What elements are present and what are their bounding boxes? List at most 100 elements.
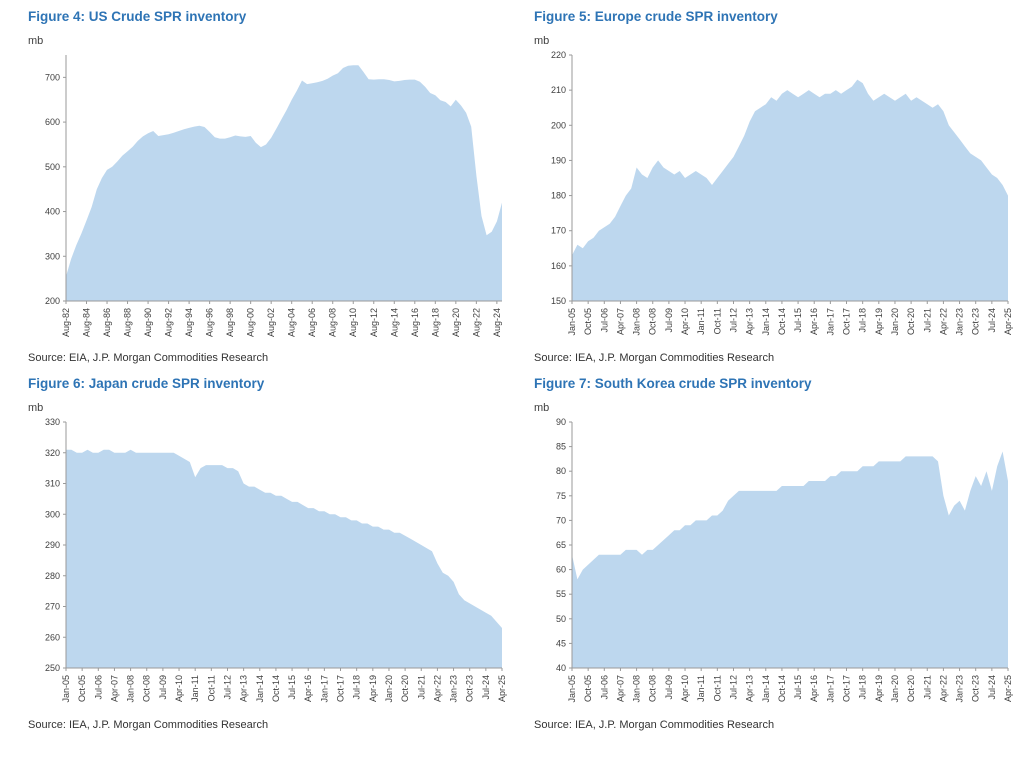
svg-text:Apr-22: Apr-22 [938,675,948,702]
svg-text:Jul-18: Jul-18 [858,675,868,700]
svg-text:Jan-14: Jan-14 [761,308,771,336]
figure-4-unit-label: mb [28,35,44,47]
svg-text:Jul-21: Jul-21 [416,675,426,700]
svg-text:85: 85 [556,442,566,452]
svg-text:150: 150 [551,296,566,306]
svg-text:Jan-11: Jan-11 [696,675,706,702]
report-figures-page: Figure 4: US Crude SPR inventory mb 200 3… [0,8,1024,732]
svg-text:Oct-20: Oct-20 [906,675,916,702]
svg-text:Jul-06: Jul-06 [93,675,103,700]
svg-text:Jul-24: Jul-24 [987,308,997,333]
svg-text:Aug-82: Aug-82 [61,308,71,337]
svg-text:Oct-08: Oct-08 [648,675,658,702]
svg-text:400: 400 [45,207,60,217]
svg-text:Jan-17: Jan-17 [825,675,835,703]
svg-text:55: 55 [556,589,566,599]
svg-text:60: 60 [556,565,566,575]
svg-text:Apr-07: Apr-07 [109,675,119,702]
svg-text:200: 200 [45,296,60,306]
svg-text:Jan-14: Jan-14 [255,675,265,703]
svg-text:Aug-18: Aug-18 [430,308,440,337]
figure-4-chart: 200 300 400 500 600 700 Aug-82 Aug-84 Aug-86 Aug-… [26,49,512,351]
svg-text:Aug-14: Aug-14 [389,308,399,337]
svg-text:210: 210 [551,85,566,95]
svg-text:Aug-22: Aug-22 [471,308,481,337]
svg-text:Jan-23: Jan-23 [955,308,965,336]
svg-text:Oct-20: Oct-20 [906,308,916,335]
svg-text:Aug-10: Aug-10 [348,308,358,337]
svg-text:Jul-21: Jul-21 [922,675,932,700]
svg-text:Aug-84: Aug-84 [82,308,92,337]
svg-text:Aug-04: Aug-04 [287,308,297,337]
figure-7-unit-label: mb [534,402,550,414]
svg-text:Aug-06: Aug-06 [307,308,317,337]
svg-text:Jul-12: Jul-12 [222,675,232,700]
svg-text:Apr-19: Apr-19 [874,308,884,335]
svg-text:Apr-19: Apr-19 [874,675,884,702]
svg-text:Jan-20: Jan-20 [384,675,394,703]
svg-text:260: 260 [45,632,60,642]
svg-text:Jul-09: Jul-09 [158,675,168,700]
svg-text:Oct-11: Oct-11 [712,675,722,701]
svg-text:Oct-14: Oct-14 [271,675,281,702]
svg-text:Apr-13: Apr-13 [745,308,755,335]
svg-text:40: 40 [556,663,566,673]
svg-text:Oct-05: Oct-05 [583,308,593,335]
figure-4-title: Figure 4: US Crude SPR inventory [28,9,247,24]
svg-text:Aug-02: Aug-02 [266,308,276,337]
svg-text:Aug-16: Aug-16 [410,308,420,337]
svg-text:330: 330 [45,417,60,427]
svg-text:Jul-18: Jul-18 [352,675,362,700]
svg-text:Jan-11: Jan-11 [696,308,706,335]
svg-text:270: 270 [45,602,60,612]
figure-6-chart: 250 260 270 280 290 300 310 320 330 Jan-05 Oct-05 J… [26,416,512,718]
figure-4-panel: Figure 4: US Crude SPR inventory mb 200 3… [26,8,518,365]
svg-text:Jan-17: Jan-17 [825,308,835,336]
svg-text:Oct-14: Oct-14 [777,675,787,702]
svg-text:Aug-90: Aug-90 [143,308,153,337]
svg-text:160: 160 [551,261,566,271]
svg-text:65: 65 [556,540,566,550]
svg-text:Jan-23: Jan-23 [955,675,965,703]
svg-text:Jul-09: Jul-09 [664,308,674,333]
svg-text:Jan-05: Jan-05 [61,675,71,703]
svg-text:Oct-23: Oct-23 [971,308,981,335]
svg-text:Jan-08: Jan-08 [632,308,642,336]
svg-text:50: 50 [556,614,566,624]
svg-text:220: 220 [551,50,566,60]
figure-4-source: Source: EIA, J.P. Morgan Commodities Res… [28,352,269,364]
svg-text:Apr-07: Apr-07 [615,675,625,702]
svg-text:80: 80 [556,466,566,476]
svg-text:Oct-08: Oct-08 [142,675,152,702]
svg-text:90: 90 [556,417,566,427]
svg-text:Oct-08: Oct-08 [648,308,658,335]
svg-text:Jul-24: Jul-24 [987,675,997,700]
svg-text:70: 70 [556,515,566,525]
svg-text:Apr-07: Apr-07 [615,308,625,335]
figure-6-source: Source: IEA, J.P. Morgan Commodities Res… [28,719,269,731]
svg-text:Jan-23: Jan-23 [449,675,459,703]
svg-text:Oct-11: Oct-11 [712,308,722,334]
svg-text:300: 300 [45,509,60,519]
svg-text:Oct-23: Oct-23 [465,675,475,702]
svg-text:Apr-10: Apr-10 [174,675,184,702]
svg-text:700: 700 [45,72,60,82]
svg-text:Jan-08: Jan-08 [126,675,136,703]
svg-text:Oct-23: Oct-23 [971,675,981,702]
svg-text:280: 280 [45,571,60,581]
figure-4-svg: 200 300 400 500 600 700 Aug-82 Aug-84 Aug-86 Aug-… [45,55,502,337]
svg-text:Aug-96: Aug-96 [205,308,215,337]
svg-text:Oct-14: Oct-14 [777,308,787,335]
svg-text:Jul-12: Jul-12 [728,675,738,700]
svg-text:Apr-25: Apr-25 [497,675,507,702]
figure-5-chart: 150 160 170 180 190 200 210 220 Jan-05 Oct-05 Jul-… [532,49,1018,351]
svg-text:Jan-05: Jan-05 [567,675,577,703]
svg-text:250: 250 [45,663,60,673]
svg-text:500: 500 [45,162,60,172]
svg-text:200: 200 [551,120,566,130]
svg-text:Apr-22: Apr-22 [432,675,442,702]
svg-text:Jul-09: Jul-09 [664,675,674,700]
figure-7-source: Source: IEA, J.P. Morgan Commodities Res… [534,719,775,731]
figure-6-svg: 250 260 270 280 290 300 310 320 330 Jan-05 Oct-05 J… [45,417,507,703]
svg-text:600: 600 [45,117,60,127]
